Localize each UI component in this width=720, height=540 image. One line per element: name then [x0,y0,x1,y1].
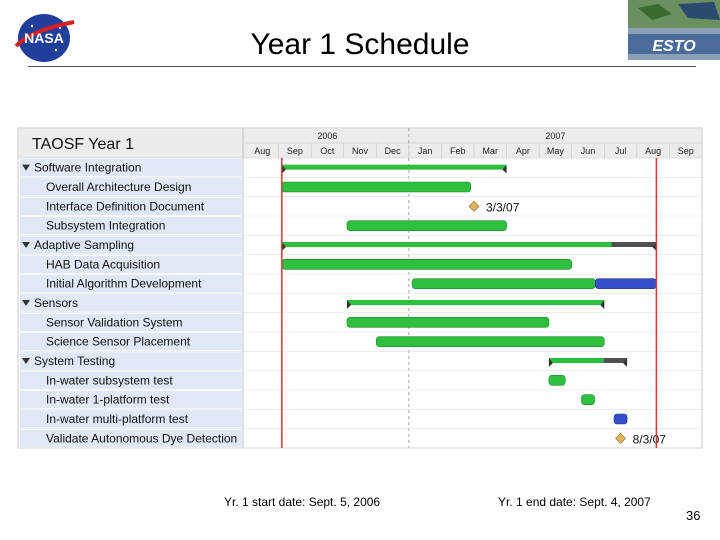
task-label: Science Sensor Placement [46,335,191,349]
month-label: Feb [450,146,466,156]
esto-logo: ESTO [628,0,720,60]
task-label: Subsystem Integration [46,219,165,233]
task-row-label-bg [20,197,242,215]
nasa-logo: NASA [14,14,75,62]
task-bar-remaining [613,413,628,425]
start-date-note: Yr. 1 start date: Sept. 5, 2006 [224,495,381,509]
summary-bar-cap [600,300,605,309]
task-row-label-bg [20,294,242,312]
task-row-label-bg [20,236,242,254]
collapse-triangle-icon [22,242,30,248]
task-label: In-water 1-platform test [46,393,170,407]
task-bar-remaining [595,278,657,289]
month-label: Mar [483,146,499,156]
summary-bar-cap [346,300,351,309]
summary-bar-cap [281,242,286,251]
nasa-logo-swoosh [14,20,75,48]
page-title: Year 1 Schedule [250,28,470,61]
task-label: System Testing [34,354,115,368]
year-label-2006: 2006 [317,131,337,141]
summary-bar [346,300,605,305]
summary-bar-cap [281,164,286,174]
task-row-label-bg [20,275,242,293]
task-label: Validate Autonomous Dye Detection [46,431,237,445]
esto-logo-text: ESTO [652,38,696,55]
gantt-chart: TAOSF Year 1 2006 2007 Aug Sep Oct Nov Dec Jan Fe… [17,127,703,449]
month-label: Aug [645,146,661,156]
task-row-label-bg [20,429,242,447]
month-label: Sep [287,146,303,156]
month-label: Apr [516,146,530,156]
summary-bar [281,164,507,170]
collapse-triangle-icon [22,164,30,171]
slide-number: 36 [686,508,701,523]
milestone-diamond [468,200,480,212]
title-divider [28,66,696,67]
month-label: Nov [352,146,369,156]
task-row-label-bg [20,178,242,196]
month-label: Jan [418,146,433,156]
milestone-label: 3/3/07 [486,200,520,214]
summary-bar-remaining [611,242,657,247]
task-label: Software Integration [34,161,141,175]
nasa-logo-text: NASA [24,30,64,46]
milestone-label: 8/3/07 [633,432,667,446]
collapse-triangle-icon [22,358,30,364]
summary-bar-cap [548,358,553,367]
task-label: Interface Definition Document [46,199,205,213]
task-row-label-bg [20,159,242,177]
task-bar [581,394,595,405]
summary-bar-cap [652,242,657,251]
task-label: Adaptive Sampling [34,238,134,252]
summary-bar [281,242,612,247]
task-row-label-bg [20,371,242,389]
task-label: Initial Algorithm Development [46,277,202,291]
summary-bar-cap [502,164,507,174]
month-label: Dec [385,146,402,156]
month-label: May [547,146,565,156]
task-bar [411,278,596,289]
task-bar [281,259,573,270]
task-bar [548,375,566,386]
task-row-label-bg [20,391,242,409]
task-row-label-bg [20,333,242,351]
task-label: Sensors [34,296,78,310]
summary-bar-cap [623,358,628,367]
gantt-layer: TAOSF Year 1 2006 2007 Aug Sep Oct Nov Dec Jan Fe… [17,127,703,449]
milestone-diamond [615,432,626,444]
task-bar [375,336,605,347]
task-row-label-bg [20,313,242,331]
month-label: Jul [615,146,627,156]
summary-bar [548,358,604,363]
task-row-label-bg [20,352,242,370]
task-row-label-bg [20,410,242,428]
task-row-label-bg [20,255,242,273]
task-row-label-bg [20,217,242,235]
year-label-2007: 2007 [545,131,565,141]
task-label: In-water multi-platform test [46,412,189,426]
end-date-note: Yr. 1 end date: Sept. 4, 2007 [498,495,651,509]
task-bar [281,181,472,193]
month-label: Sep [678,146,694,156]
month-label: Jun [581,146,596,156]
month-label: Oct [320,146,335,156]
task-label: Sensor Validation System [46,315,183,329]
collapse-triangle-icon [22,300,30,306]
month-label: Aug [254,146,270,156]
summary-bar-remaining [603,358,628,363]
task-label: In-water subsystem test [46,373,173,387]
task-bar [346,317,550,328]
task-label: HAB Data Acquisition [46,257,160,271]
task-bar [346,220,507,231]
task-label: Overall Architecture Design [46,180,191,194]
gantt-title: TAOSF Year 1 [32,136,134,153]
